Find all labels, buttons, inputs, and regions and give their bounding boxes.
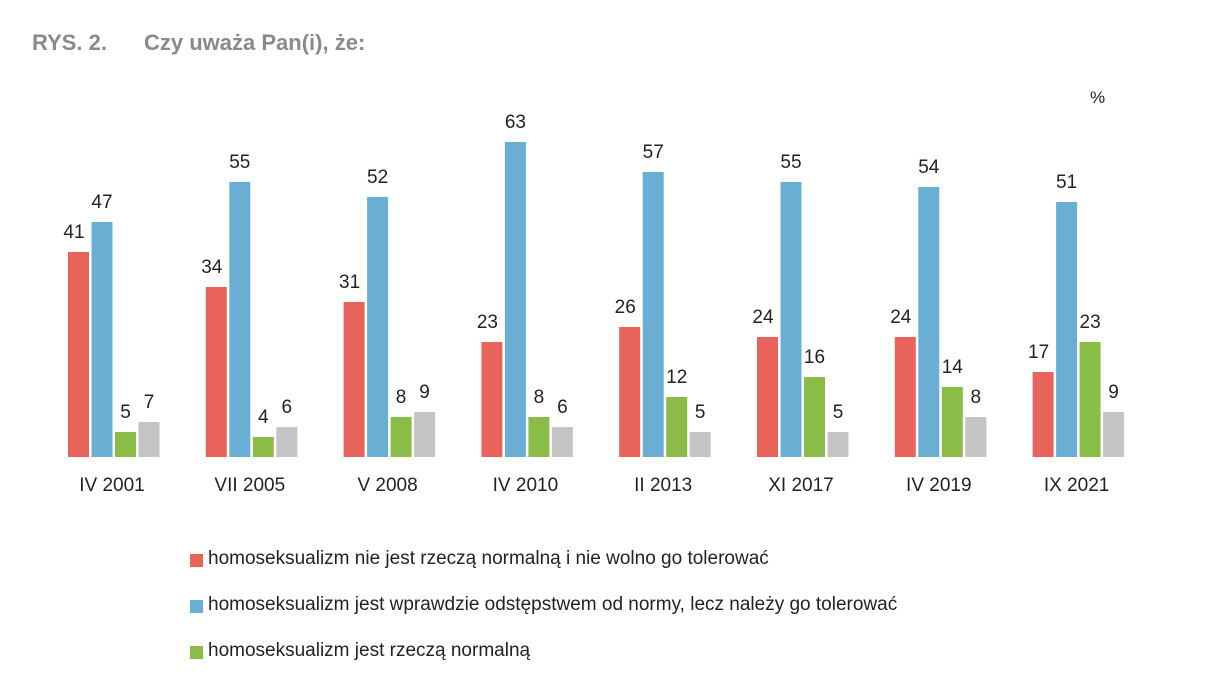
- bar-vii-2005-series-3: [252, 437, 274, 457]
- bar-ix-2021-series-2: [1056, 202, 1078, 457]
- bar-ii-2013-series-4: [689, 432, 711, 457]
- bar-iv-2001-series-4: [138, 422, 160, 457]
- bar-iv-2010-series-2: [504, 142, 526, 457]
- legend-label: homoseksualizm jest rzeczą normalną: [208, 640, 531, 661]
- bar-iv-2001-series-3: [115, 432, 136, 457]
- chart-title: Czy uważa Pan(i), że:: [144, 30, 366, 55]
- data-label: 55: [780, 152, 801, 173]
- data-label: 41: [63, 222, 84, 243]
- data-label: 23: [1080, 312, 1101, 333]
- bar-iv-2010-series-1: [481, 342, 503, 457]
- figure-header: RYS. 2. Czy uważa Pan(i), że:: [32, 30, 365, 56]
- x-tick-label: IX 2021: [1044, 475, 1110, 496]
- data-label: 24: [752, 307, 774, 328]
- data-label: 8: [534, 387, 545, 408]
- bar-iv-2001-series-2: [91, 222, 113, 457]
- data-label: 52: [367, 167, 388, 188]
- data-label: 26: [615, 297, 636, 318]
- bar-iv-2010-series-3: [528, 417, 550, 457]
- legend-label: homoseksualizm jest wprawdzie odstępstwe…: [208, 594, 898, 615]
- bar-ix-2021-series-3: [1079, 342, 1101, 457]
- data-label: 8: [396, 387, 407, 408]
- data-label: 55: [229, 152, 250, 173]
- data-label: 23: [477, 312, 498, 333]
- bar-ii-2013-series-2: [642, 172, 664, 457]
- data-label: 24: [890, 307, 912, 328]
- x-tick-label: IV 2019: [906, 475, 972, 496]
- data-label: 5: [695, 402, 706, 423]
- bar-iv-2019-series-3: [941, 387, 963, 457]
- bar-xi-2017-series-3: [804, 377, 825, 457]
- data-label: 17: [1028, 342, 1049, 363]
- legend-label: homoseksualizm nie jest rzeczą normalną …: [208, 548, 769, 569]
- data-label: 12: [666, 367, 687, 388]
- bar-v-2008-series-1: [343, 302, 365, 457]
- bar-ix-2021-series-1: [1032, 372, 1054, 457]
- bar-xi-2017-series-1: [757, 337, 778, 457]
- bar-xi-2017-series-4: [827, 432, 849, 457]
- bar-ii-2013-series-3: [666, 397, 688, 457]
- data-label: 9: [419, 382, 430, 403]
- x-tick-label: IV 2010: [493, 475, 559, 496]
- data-label: 5: [120, 402, 131, 423]
- bar-v-2008-series-4: [414, 412, 436, 457]
- x-tick-label: VII 2005: [214, 475, 285, 496]
- x-tick-label: II 2013: [634, 475, 692, 496]
- bar-iv-2019-series-1: [894, 337, 916, 457]
- data-label: 54: [918, 157, 940, 178]
- x-tick-label: XI 2017: [768, 475, 834, 496]
- data-label: 57: [643, 142, 664, 163]
- bar-v-2008-series-3: [390, 417, 412, 457]
- data-label: 9: [1108, 382, 1119, 403]
- data-label: 4: [258, 407, 269, 428]
- figure-label: RYS. 2.: [32, 30, 107, 55]
- data-label: 7: [144, 392, 155, 413]
- data-label: 6: [557, 397, 568, 418]
- data-label: 34: [201, 257, 223, 278]
- data-label: 5: [833, 402, 844, 423]
- bar-xi-2017-series-2: [780, 182, 802, 457]
- data-label: 63: [505, 112, 526, 133]
- x-tick-label: V 2008: [357, 475, 417, 496]
- bar-v-2008-series-2: [367, 197, 389, 457]
- data-label: 16: [804, 347, 825, 368]
- data-label: 31: [339, 272, 360, 293]
- bar-vii-2005-series-4: [276, 427, 298, 457]
- data-label: 8: [971, 387, 982, 408]
- bar-vii-2005-series-2: [229, 182, 251, 457]
- unit-label: %: [1090, 88, 1106, 107]
- data-label: 47: [91, 192, 112, 213]
- data-label: 14: [942, 357, 964, 378]
- legend-swatch-red: [190, 554, 203, 567]
- legend-swatch-blue: [190, 600, 203, 613]
- bar-ix-2021-series-4: [1103, 412, 1125, 457]
- bar-iv-2019-series-2: [918, 187, 940, 457]
- bar-iv-2010-series-4: [551, 427, 573, 457]
- bar-ii-2013-series-1: [619, 327, 641, 457]
- legend-swatch-green: [190, 646, 203, 659]
- x-tick-label: IV 2001: [79, 475, 145, 496]
- bar-iv-2019-series-4: [965, 417, 987, 457]
- data-label: 51: [1056, 172, 1077, 193]
- bar-vii-2005-series-1: [205, 287, 227, 457]
- data-label: 6: [282, 397, 293, 418]
- bar-iv-2001-series-1: [68, 252, 89, 457]
